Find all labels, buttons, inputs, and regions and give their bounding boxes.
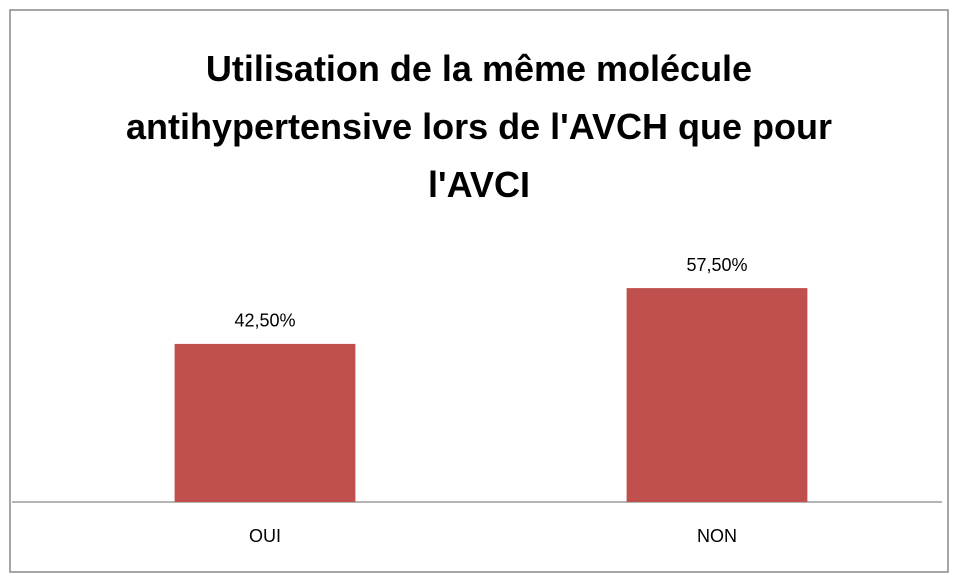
data-label: 42,50% bbox=[234, 311, 295, 331]
x-tick-label: NON bbox=[697, 526, 737, 546]
x-tick-label: OUI bbox=[249, 526, 281, 546]
bar bbox=[174, 343, 356, 502]
bar bbox=[626, 288, 808, 502]
chart-title: Utilisation de la même molécule antihype… bbox=[125, 48, 833, 205]
data-label: 57,50% bbox=[686, 255, 747, 275]
